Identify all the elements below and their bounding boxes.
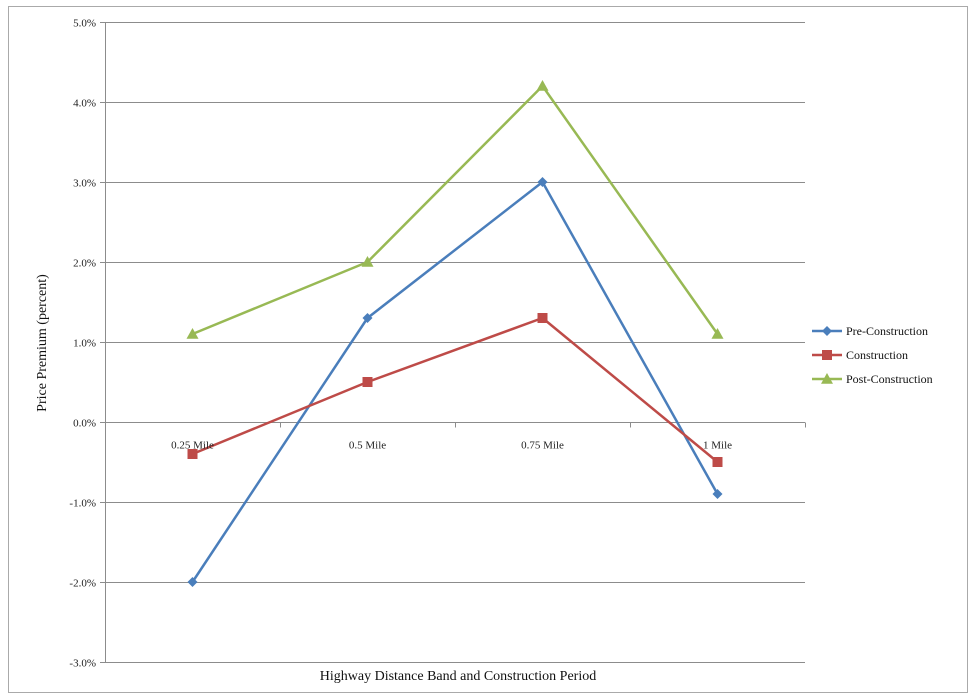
legend-item: Pre-Construction [812,324,928,338]
legend-marker [822,350,832,360]
data-point [186,328,199,339]
axes [100,22,806,663]
series-construction [187,313,723,467]
data-point [711,328,724,339]
x-tick-label: 0.75 Mile [521,440,564,452]
outer-border [8,6,968,693]
series-line [192,316,719,463]
data-point [712,489,723,499]
data-point [536,80,549,91]
legend-label: Post-Construction [846,372,933,386]
data-series [186,80,724,587]
x-tick-label: 0.5 Mile [349,440,386,452]
data-point [537,313,548,323]
x-tick-label: 0.25 Mile [171,440,214,452]
y-tick-label: 4.0% [73,98,96,110]
y-tick-label: 3.0% [73,178,96,190]
y-tick-label: -3.0% [69,658,96,670]
series-line [191,180,719,583]
y-tick-label: 2.0% [73,258,96,270]
legend-marker [822,326,832,336]
legend-item: Post-Construction [812,372,933,386]
series-line [192,84,719,336]
x-tick-labels: 0.25 Mile 0.5 Mile 0.75 Mile 1 Mile [171,440,732,452]
legend-label: Pre-Construction [846,324,928,338]
data-point [187,577,198,587]
legend-item: Construction [812,348,908,362]
series-pre-construction [187,177,723,587]
y-tick-label: 5.0% [73,18,96,30]
data-point [537,177,548,187]
data-point [187,449,198,459]
y-tick-label: -1.0% [69,498,96,510]
y-axis-title: Price Premium (percent) [35,274,50,412]
data-point [712,457,723,467]
series-post-construction [186,80,724,339]
y-tick-label: -2.0% [69,578,96,590]
x-axis-title: Highway Distance Band and Construction P… [320,669,596,684]
data-point [362,377,373,387]
x-tick-label: 1 Mile [703,440,732,452]
y-tick-labels: 5.0% 4.0% 3.0% 2.0% 1.0% 0.0% -1.0% -2.0% -3.0% [69,18,96,670]
y-tick-label: 1.0% [73,338,96,350]
legend: Pre-Construction Construction Post-Constru… [812,324,933,386]
data-point [361,256,374,267]
data-point [362,313,373,323]
legend-marker [821,373,833,384]
y-tick-label: 0.0% [73,418,96,430]
legend-label: Construction [846,348,908,362]
